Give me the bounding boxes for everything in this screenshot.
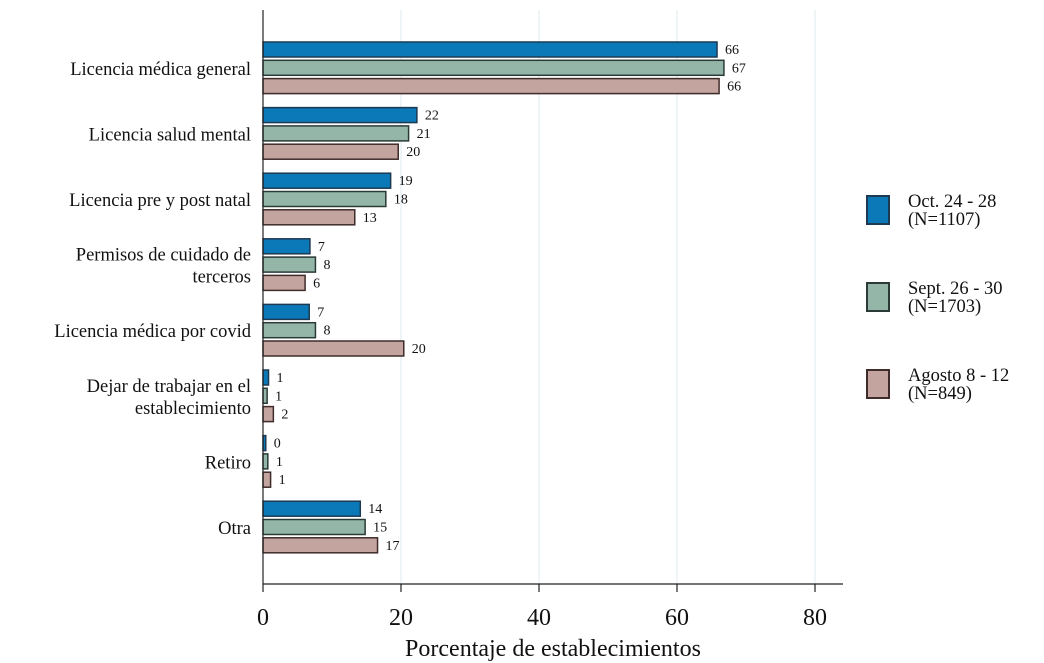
value-label: 1 <box>276 455 283 470</box>
legend-label: (N=849) <box>908 384 972 404</box>
category-label: Permisos de cuidado de <box>76 246 251 266</box>
value-label: 17 <box>386 539 400 554</box>
bar <box>262 59 725 77</box>
legend-swatch <box>866 369 890 399</box>
legend-label: (N=1703) <box>908 297 981 317</box>
bar <box>262 209 356 226</box>
value-label: 0 <box>274 437 281 452</box>
legend-swatch <box>866 195 890 225</box>
bar <box>262 190 387 208</box>
category-label: Retiro <box>205 453 251 473</box>
bars-group <box>262 41 725 554</box>
bar <box>262 387 268 405</box>
value-label: 14 <box>368 502 382 517</box>
bar <box>262 500 362 517</box>
bar <box>262 471 272 488</box>
bar <box>262 41 718 58</box>
legend-label: Oct. 24 - 28 <box>908 192 996 212</box>
value-label: 1 <box>277 371 284 386</box>
bar <box>262 369 270 386</box>
value-label: 67 <box>732 61 746 76</box>
x-axis-title: Porcentaje de establecimientos <box>405 636 701 662</box>
category-label: Licencia salud mental <box>89 125 251 145</box>
bar <box>262 125 410 142</box>
bar <box>262 321 317 339</box>
legend: Oct. 24 - 28(N=1107) Sept. 26 - 30(N=1703… <box>866 192 1009 404</box>
value-label: 1 <box>279 473 286 488</box>
x-tick-label-80: 80 <box>803 605 827 631</box>
bar <box>262 518 366 536</box>
legend-label: Sept. 26 - 30 <box>908 279 1003 299</box>
value-label: 18 <box>394 193 408 208</box>
bar <box>262 405 275 423</box>
value-label: 6 <box>313 276 320 291</box>
bar <box>262 77 720 95</box>
value-label: 66 <box>727 80 741 95</box>
value-label: 13 <box>363 211 377 226</box>
category-labels: Licencia médica general Licencia salud me… <box>54 60 251 539</box>
bar <box>262 340 405 357</box>
category-label: Dejar de trabajar en el <box>87 377 251 397</box>
bar <box>262 274 306 292</box>
category-label: Licencia médica por covid <box>54 322 251 342</box>
legend-label: (N=1107) <box>908 210 980 230</box>
value-label: 22 <box>425 109 439 124</box>
legend-swatch <box>866 282 890 312</box>
bar <box>262 172 392 189</box>
value-label: 8 <box>323 258 330 273</box>
category-label: Licencia pre y post natal <box>69 191 251 211</box>
value-label: 7 <box>318 240 325 255</box>
gridlines <box>400 10 816 584</box>
value-label: 66 <box>725 43 739 58</box>
value-label: 20 <box>412 342 426 357</box>
x-ticks: 0 20 40 60 80 <box>257 584 827 631</box>
bar <box>262 303 310 321</box>
value-label: 19 <box>399 174 413 189</box>
bar <box>262 106 418 124</box>
legend-label: Agosto 8 - 12 <box>908 366 1009 386</box>
bar <box>262 256 317 273</box>
x-tick-label-40: 40 <box>527 605 551 631</box>
category-label: establecimiento <box>135 399 251 419</box>
axes <box>262 10 843 585</box>
value-label: 20 <box>406 145 420 160</box>
category-label: Licencia médica general <box>70 60 251 80</box>
bar <box>262 143 399 160</box>
value-label: 21 <box>417 127 431 142</box>
bar <box>262 453 269 470</box>
category-label: terceros <box>192 268 251 288</box>
category-label: Otra <box>218 519 251 539</box>
value-label: 7 <box>317 305 324 320</box>
x-tick-label-0: 0 <box>257 605 269 631</box>
x-tick-label-20: 20 <box>389 605 413 631</box>
bar <box>262 537 379 554</box>
value-label: 2 <box>281 408 288 423</box>
value-label: 15 <box>373 521 387 536</box>
bar <box>262 238 311 255</box>
x-tick-label-60: 60 <box>665 605 689 631</box>
value-label: 1 <box>275 389 282 404</box>
value-label: 8 <box>323 324 330 339</box>
